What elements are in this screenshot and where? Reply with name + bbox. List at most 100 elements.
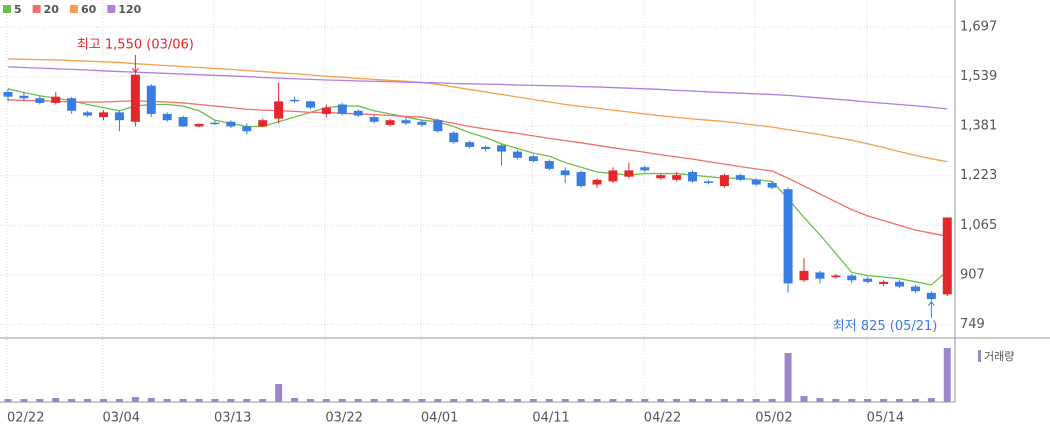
candle-body <box>274 101 284 119</box>
volume-bar <box>577 399 585 402</box>
volume-bar <box>513 399 521 402</box>
volume-bar <box>20 399 28 402</box>
annotation-arrow <box>927 300 935 318</box>
volume-bar <box>641 399 649 402</box>
volume-bar <box>466 399 474 402</box>
x-tick-label: 05/02 <box>755 411 792 426</box>
candle-body <box>99 112 109 118</box>
volume-bar <box>896 399 904 402</box>
volume-bar <box>227 399 235 402</box>
candle-body <box>624 170 634 177</box>
candle-body <box>783 189 793 284</box>
x-tick-label: 04/11 <box>532 411 569 426</box>
x-tick-label: 03/22 <box>325 411 362 426</box>
volume-bar <box>195 399 203 402</box>
volume-legend-label: 거래량 <box>984 350 1014 363</box>
volume-bar <box>800 396 808 402</box>
candle-body <box>910 286 920 292</box>
candle-body <box>321 107 331 114</box>
candle-body <box>305 101 315 108</box>
candle-body <box>656 175 666 179</box>
candle-body <box>337 104 347 114</box>
y-tick-label: 1,065 <box>960 218 997 233</box>
volume-bar <box>179 399 187 402</box>
annotation-text: 최저 825 (05/21) <box>833 319 938 334</box>
volume-bar <box>322 399 330 402</box>
candle-body <box>194 123 204 127</box>
volume-bar <box>545 399 553 402</box>
candle-body <box>210 122 220 125</box>
x-tick-label: 04/01 <box>421 411 458 426</box>
volume-bar <box>4 399 12 402</box>
volume-bar <box>609 399 617 402</box>
volume-bar <box>370 399 378 402</box>
volume-bar <box>402 399 410 402</box>
volume-bar <box>84 399 92 402</box>
volume-bar <box>482 399 490 402</box>
volume-bar <box>36 399 44 402</box>
y-tick-label: 1,539 <box>960 69 997 84</box>
volume-bar <box>832 399 840 402</box>
volume-bar <box>673 399 681 402</box>
volume-bar <box>561 399 569 402</box>
ma-line <box>7 58 948 163</box>
volume-bar <box>68 399 76 402</box>
volume-bar <box>450 399 458 402</box>
candle-body <box>640 167 650 171</box>
volume-bar <box>657 399 665 402</box>
candle-body <box>433 120 443 132</box>
candle-body <box>512 151 522 158</box>
candle-body <box>815 272 825 279</box>
y-tick-label: 1,223 <box>960 168 997 183</box>
candle-body <box>926 292 936 300</box>
volume-bar <box>848 399 856 402</box>
candle-body <box>3 91 13 97</box>
volume-bar <box>306 399 314 402</box>
candle-body <box>942 217 952 295</box>
candle-body <box>688 171 698 182</box>
volume-bar <box>147 398 155 402</box>
volume-bar <box>529 399 537 402</box>
candle-body <box>560 170 570 176</box>
volume-bar <box>338 399 346 402</box>
candle-body <box>401 120 411 124</box>
y-tick-label: 1,697 <box>960 19 997 34</box>
x-tick-label: 03/04 <box>103 411 140 426</box>
volume-bar <box>736 399 744 402</box>
candle-body <box>162 113 172 121</box>
y-tick-label: 1,381 <box>960 119 997 134</box>
volume-bar <box>259 399 267 402</box>
legend-swatch <box>3 5 11 13</box>
volume-bar <box>768 399 776 402</box>
legend-swatch <box>107 5 116 13</box>
legend-label: 120 <box>118 3 141 16</box>
candle-body <box>178 117 188 127</box>
volume-bar <box>704 399 712 402</box>
volume-bar <box>911 399 919 402</box>
annotation-arrow <box>131 55 139 73</box>
volume-bar <box>418 399 426 402</box>
volume-bar <box>243 399 251 402</box>
volume-bar <box>752 399 760 402</box>
candle-body <box>672 175 682 180</box>
volume-legend-swatch <box>978 350 981 362</box>
candle-body <box>799 270 809 281</box>
candle-body <box>735 175 745 180</box>
candle-body <box>258 120 268 127</box>
volume-bar <box>927 398 935 402</box>
candle-body <box>385 120 395 125</box>
x-tick-label: 04/22 <box>644 411 681 426</box>
candle-body <box>576 171 586 187</box>
candle-body <box>497 145 507 152</box>
volume-bar <box>689 399 697 402</box>
candle-body <box>417 121 427 125</box>
y-tick-label: 749 <box>960 317 985 332</box>
candle-body <box>67 98 77 111</box>
ma-line <box>7 99 948 237</box>
legend-label: 60 <box>81 3 97 16</box>
volume-bar <box>386 399 394 402</box>
volume-bar <box>100 399 108 402</box>
volume-bar <box>864 399 872 402</box>
y-tick-label: 907 <box>960 267 985 282</box>
